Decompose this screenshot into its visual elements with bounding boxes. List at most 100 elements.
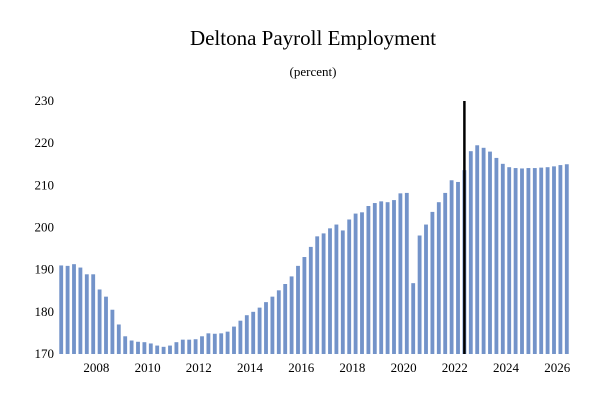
bar — [552, 166, 556, 354]
bar — [116, 324, 121, 354]
bar — [78, 267, 83, 354]
bar — [500, 163, 505, 354]
bar — [257, 307, 262, 354]
bar — [443, 192, 448, 354]
y-tick-label: 230 — [35, 93, 55, 108]
x-tick-label: 2008 — [83, 360, 109, 375]
bar — [385, 202, 390, 354]
y-tick-label: 170 — [35, 346, 55, 361]
y-tick-label: 180 — [35, 304, 55, 319]
bar — [187, 339, 192, 354]
x-tick-label: 2026 — [544, 360, 571, 375]
bar — [200, 336, 204, 354]
bar — [232, 326, 236, 354]
bar — [123, 336, 128, 354]
bar — [539, 167, 544, 354]
bar — [283, 284, 288, 354]
bar — [104, 296, 108, 354]
bar — [334, 224, 339, 354]
bar — [110, 309, 115, 354]
x-tick-label: 2016 — [288, 360, 315, 375]
bar — [168, 345, 172, 354]
bar — [340, 230, 345, 354]
bar — [206, 333, 211, 354]
bar — [84, 274, 89, 354]
bar — [193, 339, 198, 354]
bar — [244, 315, 249, 354]
chart-title: Deltona Payroll Employment — [190, 26, 436, 50]
bar — [308, 246, 313, 354]
bar — [347, 219, 352, 354]
bar — [430, 211, 435, 354]
bar — [564, 164, 569, 354]
bar — [353, 213, 358, 354]
bar — [488, 151, 492, 354]
bar — [468, 151, 473, 354]
bar — [65, 265, 70, 354]
bar — [315, 236, 320, 354]
bar — [321, 233, 326, 354]
x-axis: 2008 2010 2012 2014 2016 2018 2020 2022 2024 2026 — [83, 360, 570, 375]
bar — [379, 201, 384, 354]
bar — [424, 224, 428, 354]
x-tick-label: 2010 — [135, 360, 161, 375]
bar — [180, 339, 185, 354]
bar — [456, 181, 460, 354]
bar — [270, 296, 275, 354]
x-tick-label: 2020 — [391, 360, 417, 375]
bar — [72, 264, 76, 354]
x-tick-label: 2014 — [237, 360, 264, 375]
bar — [532, 168, 537, 354]
bars — [59, 145, 569, 354]
x-tick-label: 2012 — [186, 360, 212, 375]
bar — [296, 265, 300, 354]
bar — [212, 333, 217, 354]
chart-subtitle: (percent) — [290, 64, 337, 79]
bar — [526, 168, 531, 354]
bar — [91, 274, 96, 354]
bar — [225, 331, 230, 354]
bar — [136, 341, 140, 354]
bar — [174, 342, 179, 354]
bar — [219, 333, 224, 354]
bar — [481, 147, 486, 354]
bar — [392, 200, 396, 354]
x-tick-label: 2022 — [442, 360, 468, 375]
bar — [366, 206, 371, 354]
bar — [404, 192, 409, 354]
bar — [507, 167, 512, 354]
bar — [411, 283, 416, 354]
bar — [398, 193, 403, 354]
bar — [475, 145, 480, 354]
y-tick-label: 200 — [35, 220, 55, 235]
bar — [372, 203, 377, 354]
bar — [289, 276, 294, 354]
bar — [417, 235, 422, 354]
bar — [251, 311, 256, 354]
bar — [545, 167, 550, 354]
bar — [436, 202, 441, 354]
bar — [449, 180, 454, 354]
bar — [238, 320, 243, 354]
y-tick-label: 190 — [35, 262, 55, 277]
bar — [328, 228, 332, 354]
y-tick-label: 210 — [35, 177, 55, 192]
y-axis: 170 180 190 200 210 220 230 — [35, 93, 55, 361]
bar — [558, 165, 563, 354]
bar — [513, 168, 518, 354]
bar — [520, 168, 524, 354]
bar — [360, 212, 364, 354]
bar — [276, 290, 281, 354]
x-tick-label: 2018 — [339, 360, 365, 375]
bar — [155, 345, 160, 354]
bar — [142, 342, 147, 354]
bar — [302, 257, 307, 354]
bar — [494, 157, 499, 354]
bar — [97, 289, 102, 354]
bar — [264, 302, 268, 354]
bar — [148, 343, 153, 354]
bar — [129, 340, 134, 354]
y-tick-label: 220 — [35, 135, 55, 150]
x-tick-label: 2024 — [493, 360, 520, 375]
